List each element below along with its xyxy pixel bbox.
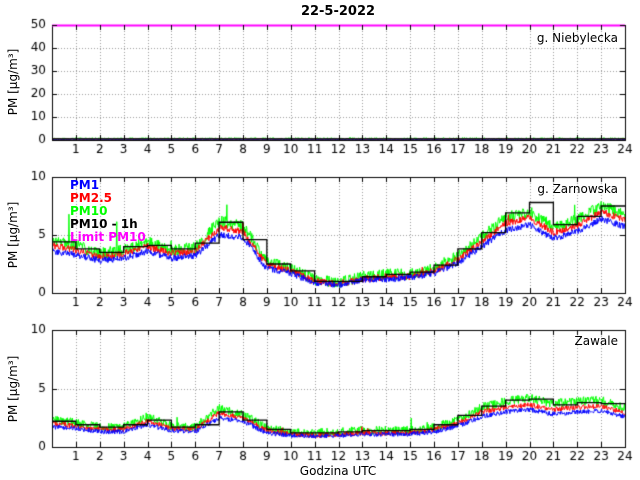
legend-entry-pm1: PM1 bbox=[70, 178, 100, 192]
legend-entry-limit-pm10: Limit PM10 bbox=[70, 230, 146, 244]
y-axis-label-bottom: PM [µg/m³] bbox=[6, 355, 20, 423]
legend-entry-pm25: PM2.5 bbox=[70, 191, 112, 205]
y-axis-label-top: PM [µg/m³] bbox=[6, 48, 20, 116]
legend-entry-pm10-1h: PM10 - 1h bbox=[70, 217, 138, 231]
panel-label-zawale: Zawale bbox=[574, 334, 618, 348]
panel-label-niebylecka: g. Niebylecka bbox=[536, 31, 618, 45]
y-axis-label-middle: PM [µg/m³] bbox=[6, 201, 20, 269]
x-axis-label: Godzina UTC bbox=[299, 464, 377, 478]
legend-entry-pm10: PM10 bbox=[70, 204, 108, 218]
chart-title: 22-5-2022 bbox=[300, 4, 376, 19]
panel-label-zarnowska: g. Zarnowska bbox=[537, 182, 618, 196]
